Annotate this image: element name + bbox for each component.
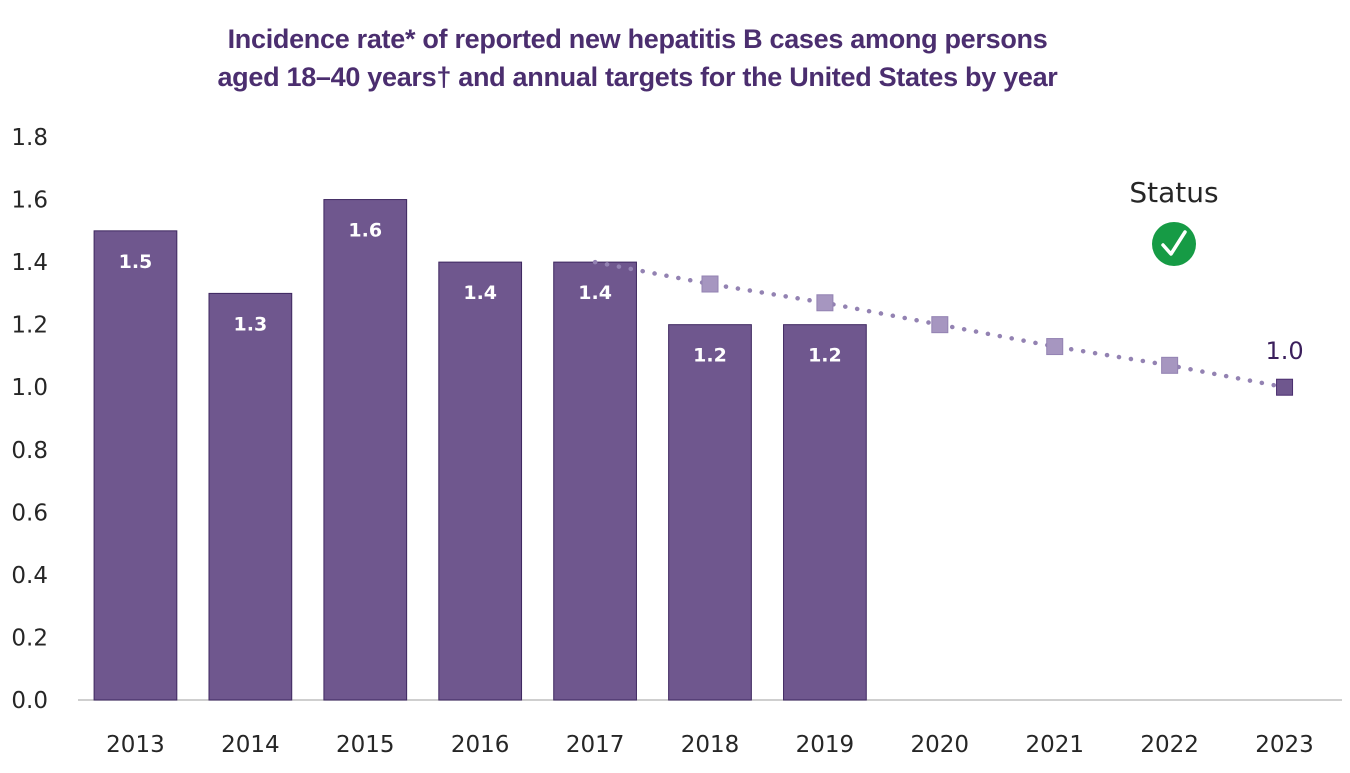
x-tick-label: 2021 [1025, 732, 1084, 758]
chart-title-line-2: aged 18–40 years† and annual targets for… [217, 62, 1058, 92]
y-tick-label: 1.8 [11, 125, 48, 151]
x-tick-label: 2015 [336, 732, 395, 758]
target-marker-2023 [1276, 378, 1294, 396]
x-tick-label: 2020 [911, 732, 970, 758]
bar-value-label: 1.2 [693, 345, 727, 367]
bar-2019 [783, 324, 867, 701]
target-value-label: 1.0 [1265, 337, 1303, 365]
x-tick-label: 2013 [106, 732, 165, 758]
y-tick-label: 0.6 [11, 500, 48, 526]
bar-value-label: 1.3 [234, 313, 268, 335]
chart-title: Incidence rate* of reported new hepatiti… [0, 20, 1275, 96]
chart-title-line-1: Incidence rate* of reported new hepatiti… [227, 24, 1048, 54]
y-tick-label: 0.8 [11, 438, 48, 464]
y-tick-label: 1.4 [11, 250, 48, 276]
status-label: Status [1129, 176, 1218, 209]
bar-value-label: 1.5 [119, 251, 153, 273]
target-series: 1.0 [592, 259, 1304, 396]
target-marker-2022 [1161, 356, 1179, 374]
bar-2014 [208, 292, 293, 701]
y-tick-label: 0.4 [11, 563, 48, 589]
x-tick-label: 2014 [221, 732, 280, 758]
bar-series: 1.5 1.3 1.6 1.4 1.4 1.2 1.2 [93, 199, 867, 701]
x-tick-label: 2022 [1140, 732, 1199, 758]
bar-2015 [323, 199, 408, 701]
target-marker-2020 [931, 316, 949, 334]
bar-2017 [553, 261, 637, 701]
x-axis: 2013 2014 2015 2016 2017 2018 2019 2020 2021 2022… [106, 732, 1314, 758]
y-tick-label: 1.6 [11, 188, 48, 214]
check-circle-icon [1152, 222, 1196, 266]
target-marker-2019 [816, 294, 834, 312]
y-tick-label: 1.2 [11, 313, 48, 339]
y-tick-label: 0.2 [11, 625, 48, 651]
bar-2016 [438, 261, 523, 701]
bar-value-label: 1.4 [578, 282, 612, 304]
y-tick-label: 1.0 [11, 375, 48, 401]
bar-value-label: 1.2 [808, 345, 842, 367]
x-tick-label: 2016 [451, 732, 510, 758]
y-tick-label: 0.0 [11, 688, 48, 714]
y-axis: 0.0 0.2 0.4 0.6 0.8 1.0 1.2 1.4 1.6 1.8 [11, 125, 48, 714]
bar-2013 [93, 230, 178, 701]
x-tick-label: 2018 [681, 732, 740, 758]
x-tick-label: 2023 [1255, 732, 1314, 758]
status-annotation: Status [1129, 176, 1219, 266]
target-marker-2021 [1046, 338, 1064, 356]
x-tick-label: 2019 [796, 732, 855, 758]
target-marker-2018 [701, 275, 719, 293]
bar-2018 [668, 324, 752, 701]
x-tick-label: 2017 [566, 732, 625, 758]
bar-value-label: 1.4 [463, 282, 497, 304]
bar-value-label: 1.6 [348, 220, 382, 242]
